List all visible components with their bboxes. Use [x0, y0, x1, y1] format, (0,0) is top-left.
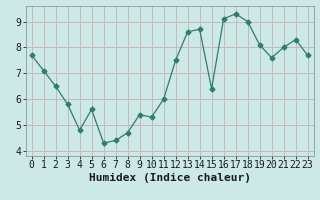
X-axis label: Humidex (Indice chaleur): Humidex (Indice chaleur) — [89, 173, 251, 183]
